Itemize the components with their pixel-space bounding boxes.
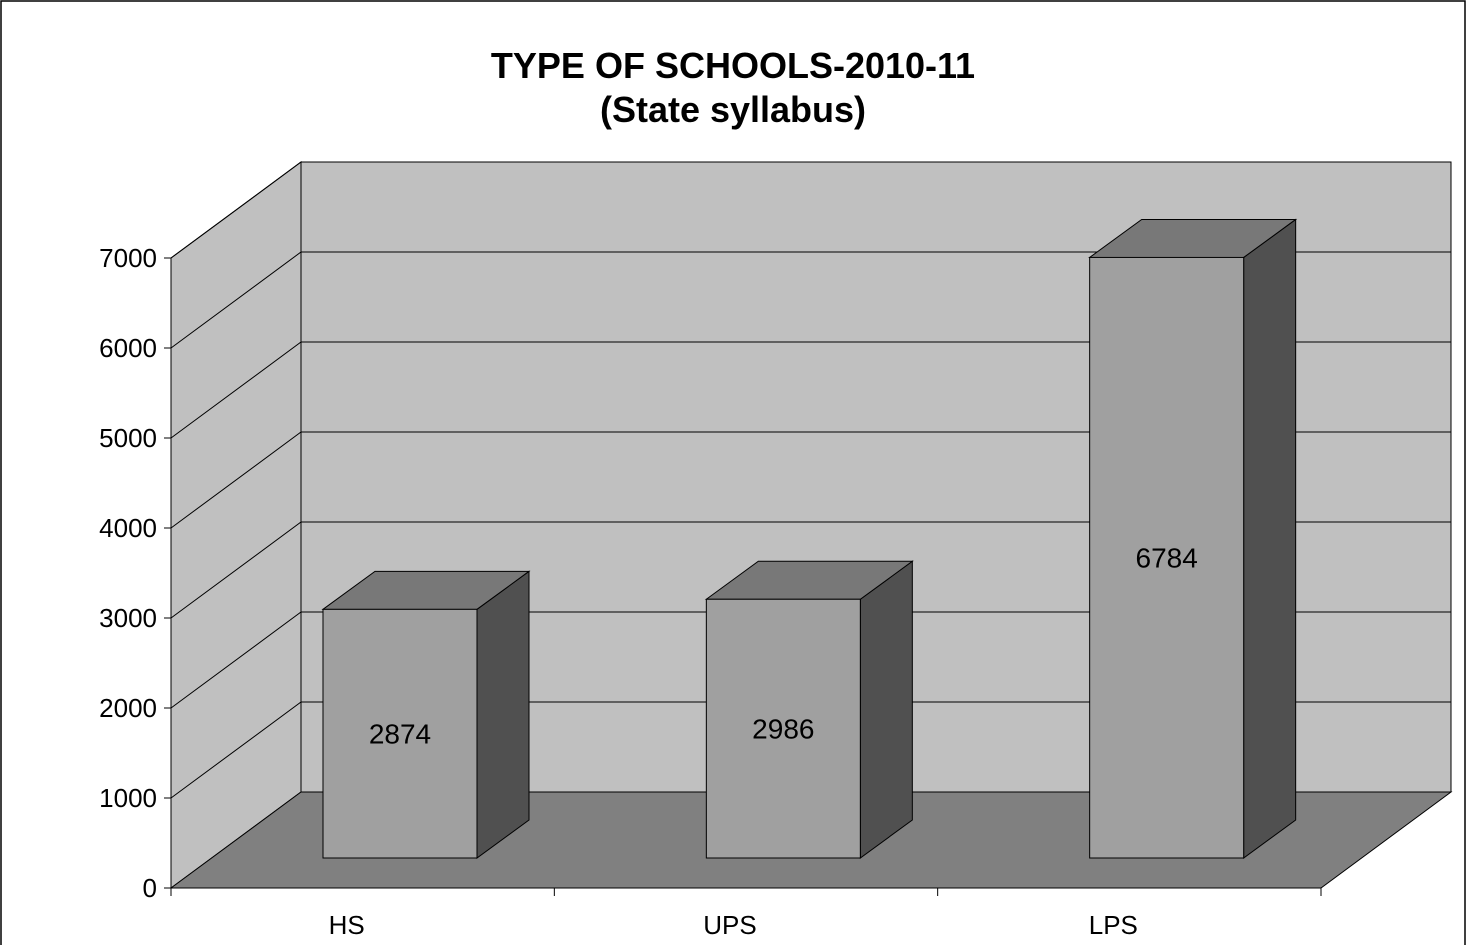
gridline-2000 <box>170 611 1451 709</box>
bar-front <box>1089 256 1245 859</box>
gridline-4000 <box>170 431 1451 529</box>
gridline-6000 <box>170 251 1451 349</box>
bar-front <box>322 608 478 859</box>
y-tick-label-5000: 5000 <box>99 423 157 453</box>
x-tick-label-LPS: LPS <box>1089 910 1138 940</box>
y-tick-label-3000: 3000 <box>99 603 157 633</box>
data-label-HS: 2874 <box>369 719 431 750</box>
bar-side <box>476 570 530 859</box>
chart-subtitle: (State syllabus) <box>600 89 866 130</box>
bars: 2874 2986 6784 <box>321 218 1298 859</box>
y-tick-label-7000: 7000 <box>99 243 157 273</box>
bar-UPS: 2986 <box>704 560 914 859</box>
bar-front <box>705 598 861 859</box>
x-tick-label-HS: HS <box>329 910 365 940</box>
y-tick-label-1000: 1000 <box>99 783 157 813</box>
gridline-1000 <box>170 701 1451 799</box>
y-tick-label-0: 0 <box>143 873 157 903</box>
gridline-5000 <box>170 341 1451 439</box>
data-label-LPS: 6784 <box>1136 543 1198 574</box>
bar-side <box>1243 218 1297 859</box>
axes: 0 1000 2000 3000 4000 5000 6000 7000 HS UPS LPS <box>99 243 1322 940</box>
data-label-UPS: 2986 <box>752 714 814 745</box>
y-tick-label-2000: 2000 <box>99 693 157 723</box>
gridline-7000 <box>170 161 1451 259</box>
gridlines <box>170 161 1451 799</box>
x-tick-label-UPS: UPS <box>703 910 756 940</box>
bar-side <box>859 560 913 859</box>
y-tick-label-6000: 6000 <box>99 333 157 363</box>
side-wall <box>170 161 302 889</box>
bar-HS: 2874 <box>321 570 531 859</box>
bar-LPS: 6784 <box>1088 218 1298 859</box>
chart-title: TYPE OF SCHOOLS-2010-11 <box>491 45 975 86</box>
y-tick-label-4000: 4000 <box>99 513 157 543</box>
gridline-3000 <box>170 521 1451 619</box>
